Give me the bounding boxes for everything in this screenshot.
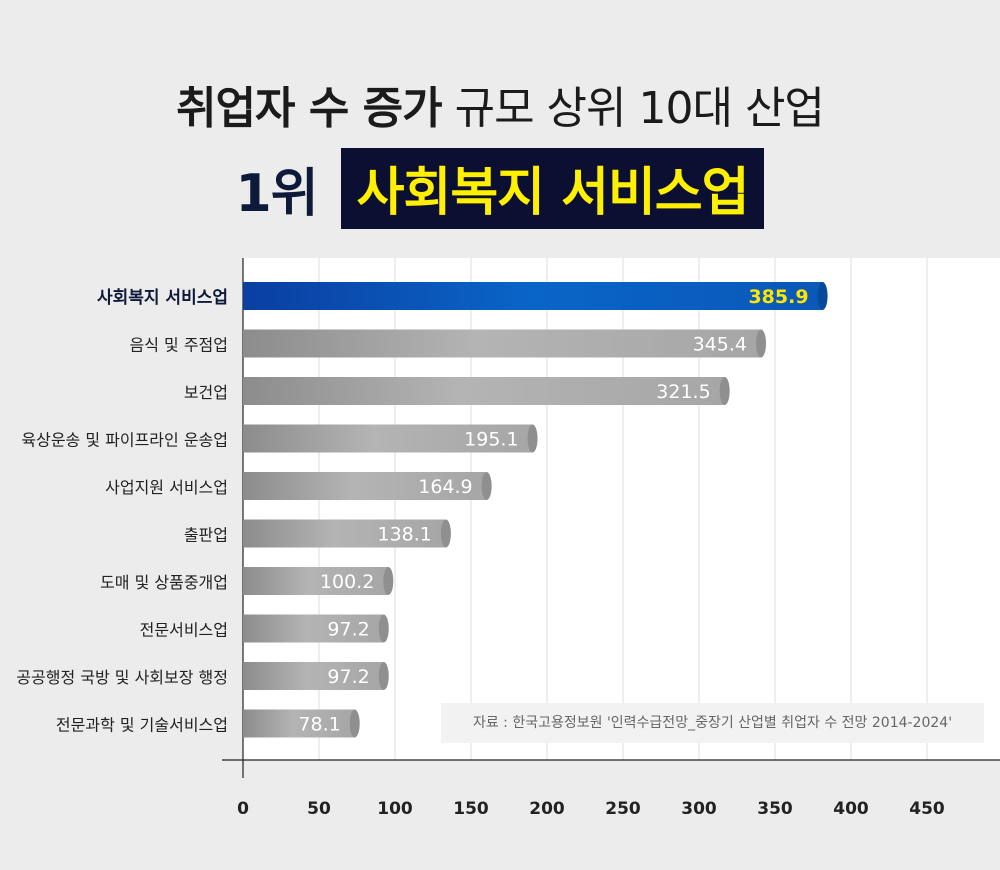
bar-cap xyxy=(527,424,538,453)
bar xyxy=(243,662,384,690)
title-light: 규모 상위 10대 산업 xyxy=(454,83,825,134)
bar-cap xyxy=(378,614,389,643)
data-label: 97.2 xyxy=(327,666,369,688)
data-label: 164.9 xyxy=(418,476,472,498)
category-label: 보건업 xyxy=(184,383,228,402)
category-label: 전문과학 및 기술서비스업 xyxy=(56,716,228,735)
x-tick-label: 200 xyxy=(529,799,565,819)
data-label: 138.1 xyxy=(378,524,432,546)
bar xyxy=(243,377,725,405)
bar xyxy=(243,424,533,453)
category-label: 출판업 xyxy=(184,526,228,545)
source-note: 자료 : 한국고용정보원 '인력수급전망_중장기 산업별 취업자 수 전망 20… xyxy=(441,703,984,743)
x-tick-label: 50 xyxy=(307,799,331,819)
data-label: 345.4 xyxy=(693,334,747,356)
bar xyxy=(243,519,446,548)
category-label: 육상운송 및 파이프라인 운송업 xyxy=(21,431,228,450)
x-tick-label: 150 xyxy=(453,799,489,819)
bar-cap xyxy=(719,377,730,405)
bar-cap xyxy=(817,282,828,310)
data-label: 195.1 xyxy=(464,429,518,451)
bar xyxy=(243,709,355,738)
bar-cap xyxy=(349,709,360,738)
category-label: 공공행정 국방 및 사회보장 행정 xyxy=(16,668,228,687)
bar-cap xyxy=(440,519,451,548)
x-tick-label: 400 xyxy=(833,799,869,819)
bar xyxy=(243,329,762,358)
bar-cap xyxy=(383,567,394,595)
data-label: 100.2 xyxy=(320,571,374,593)
bar xyxy=(243,472,487,500)
x-tick-label: 350 xyxy=(757,799,793,819)
category-label: 음식 및 주점업 xyxy=(130,336,229,355)
x-tick-label: 100 xyxy=(377,799,413,819)
winner-box: 사회복지 서비스업 xyxy=(340,148,765,229)
title-bold: 취업자 수 증가 xyxy=(176,83,443,134)
category-label: 사업지원 서비스업 xyxy=(105,478,228,497)
data-label: 385.9 xyxy=(748,286,808,308)
category-label: 사회복지 서비스업 xyxy=(97,288,228,308)
bar-cap xyxy=(378,662,389,690)
category-label: 전문서비스업 xyxy=(140,621,228,640)
data-label: 321.5 xyxy=(656,381,710,403)
x-tick-label: 250 xyxy=(605,799,641,819)
bar-cap xyxy=(481,472,492,500)
x-tick-label: 300 xyxy=(681,799,717,819)
subtitle-rank: 1위 사회복지 서비스업 xyxy=(0,148,1000,229)
data-label: 78.1 xyxy=(298,714,340,736)
bar-cap xyxy=(756,329,767,358)
x-tick-label: 0 xyxy=(237,799,249,819)
category-label: 도매 및 상품중개업 xyxy=(100,573,228,592)
main-title: 취업자 수 증가 규모 상위 10대 산업 xyxy=(0,72,1000,136)
x-tick-label: 450 xyxy=(909,799,945,819)
bar xyxy=(243,567,389,595)
rank-label: 1위 xyxy=(235,164,319,224)
data-label: 97.2 xyxy=(327,619,369,641)
bar xyxy=(243,282,823,310)
bar xyxy=(243,614,384,643)
